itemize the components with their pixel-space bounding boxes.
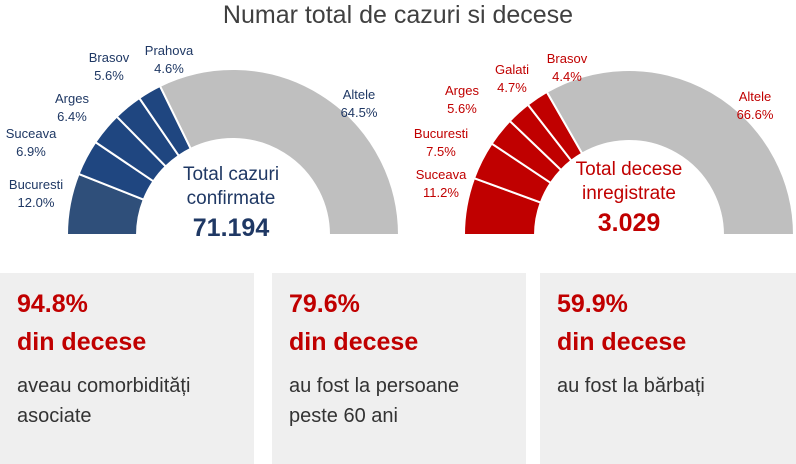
chart-title: Numar total de cazuri si decese: [222, 1, 574, 29]
stat-subtitle: din decese: [17, 328, 147, 356]
center-total-cases: Total cazuri confirmate 71.194: [182, 164, 280, 242]
slice-label: Suceava 6.9%: [5, 126, 57, 159]
donut-charts: [65, 68, 796, 236]
stat-percent: 79.6%: [289, 290, 360, 318]
slice-label: Altele 64.5%: [340, 87, 378, 120]
slice-label: Arges 6.4%: [55, 91, 89, 124]
slice-label: Prahova 4.6%: [144, 43, 194, 76]
slice-label: Brasov 4.4%: [546, 51, 588, 84]
slice-label: Bucuresti 12.0%: [8, 177, 64, 210]
slice-label: Bucuresti 7.5%: [413, 126, 469, 159]
slice-label: Suceava 11.2%: [415, 167, 467, 200]
slice-label: Arges 5.6%: [445, 83, 479, 116]
stat-description: au fost la bărbați: [557, 375, 705, 397]
stat-box-men: 59.9% din decese au fost la bărbați: [540, 273, 796, 464]
stat-description: au fost la persoane peste 60 ani: [289, 375, 460, 427]
slice-altele: [158, 68, 401, 236]
center-total-deaths: Total decese inregistrate 3.029: [575, 159, 683, 237]
stat-box-over-60: 79.6% din decese au fost la persoane pes…: [272, 273, 526, 464]
stat-subtitle: din decese: [289, 328, 419, 356]
slice-label: Galati 4.7%: [495, 62, 529, 95]
stat-percent: 94.8%: [17, 290, 88, 318]
slice-altele: [545, 69, 796, 236]
stat-subtitle: din decese: [557, 328, 687, 356]
stat-description: aveau comorbidități asociate: [17, 375, 191, 427]
slice-label: Altele 66.6%: [736, 89, 774, 122]
stat-box-comorbidities: 94.8% din decese aveau comorbidități aso…: [0, 273, 254, 464]
slice-label: Brasov 5.6%: [88, 50, 130, 83]
stat-percent: 59.9%: [557, 290, 628, 318]
